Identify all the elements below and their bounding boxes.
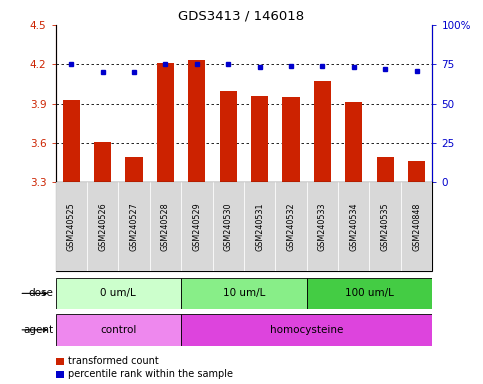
Bar [408, 161, 425, 182]
Bar [87, 182, 118, 271]
Bar [56, 314, 181, 346]
Text: homocysteine: homocysteine [270, 325, 343, 335]
Text: GSM240532: GSM240532 [286, 202, 296, 251]
Bar [63, 100, 80, 182]
Bar [275, 182, 307, 271]
Text: GDS3413 / 146018: GDS3413 / 146018 [178, 10, 305, 23]
Text: GSM240526: GSM240526 [98, 202, 107, 251]
Bar [307, 278, 432, 309]
Bar [213, 182, 244, 271]
Text: GSM240534: GSM240534 [349, 202, 358, 251]
Bar [307, 182, 338, 271]
Bar [220, 91, 237, 182]
Bar [181, 314, 432, 346]
Bar [338, 182, 369, 271]
Bar [181, 182, 213, 271]
Bar [56, 278, 181, 309]
Bar [401, 182, 432, 271]
Text: 100 um/L: 100 um/L [345, 288, 394, 298]
Text: dose: dose [28, 288, 53, 298]
Text: GSM240535: GSM240535 [381, 202, 390, 251]
Text: GSM240529: GSM240529 [192, 202, 201, 251]
Text: 0 um/L: 0 um/L [100, 288, 136, 298]
Text: percentile rank within the sample: percentile rank within the sample [68, 369, 233, 379]
Bar [150, 182, 181, 271]
Bar [251, 96, 268, 182]
Bar [181, 278, 307, 309]
Bar [244, 182, 275, 271]
Text: transformed count: transformed count [68, 356, 158, 366]
Bar [56, 182, 87, 271]
Bar [345, 103, 362, 182]
Bar [188, 60, 205, 182]
Text: agent: agent [23, 325, 53, 335]
Text: control: control [100, 325, 137, 335]
Bar [118, 182, 150, 271]
Bar [377, 157, 394, 182]
Text: GSM240533: GSM240533 [318, 202, 327, 251]
Bar [314, 81, 331, 182]
Bar [94, 142, 111, 182]
Bar [157, 63, 174, 182]
Bar [283, 97, 299, 182]
Text: GSM240527: GSM240527 [129, 202, 139, 251]
Text: GSM240531: GSM240531 [255, 202, 264, 251]
Bar [369, 182, 401, 271]
Text: GSM240525: GSM240525 [67, 202, 76, 251]
Text: GSM240530: GSM240530 [224, 202, 233, 251]
Text: GSM240528: GSM240528 [161, 202, 170, 251]
Bar [126, 157, 142, 182]
Text: GSM240848: GSM240848 [412, 202, 421, 251]
Text: 10 um/L: 10 um/L [223, 288, 265, 298]
